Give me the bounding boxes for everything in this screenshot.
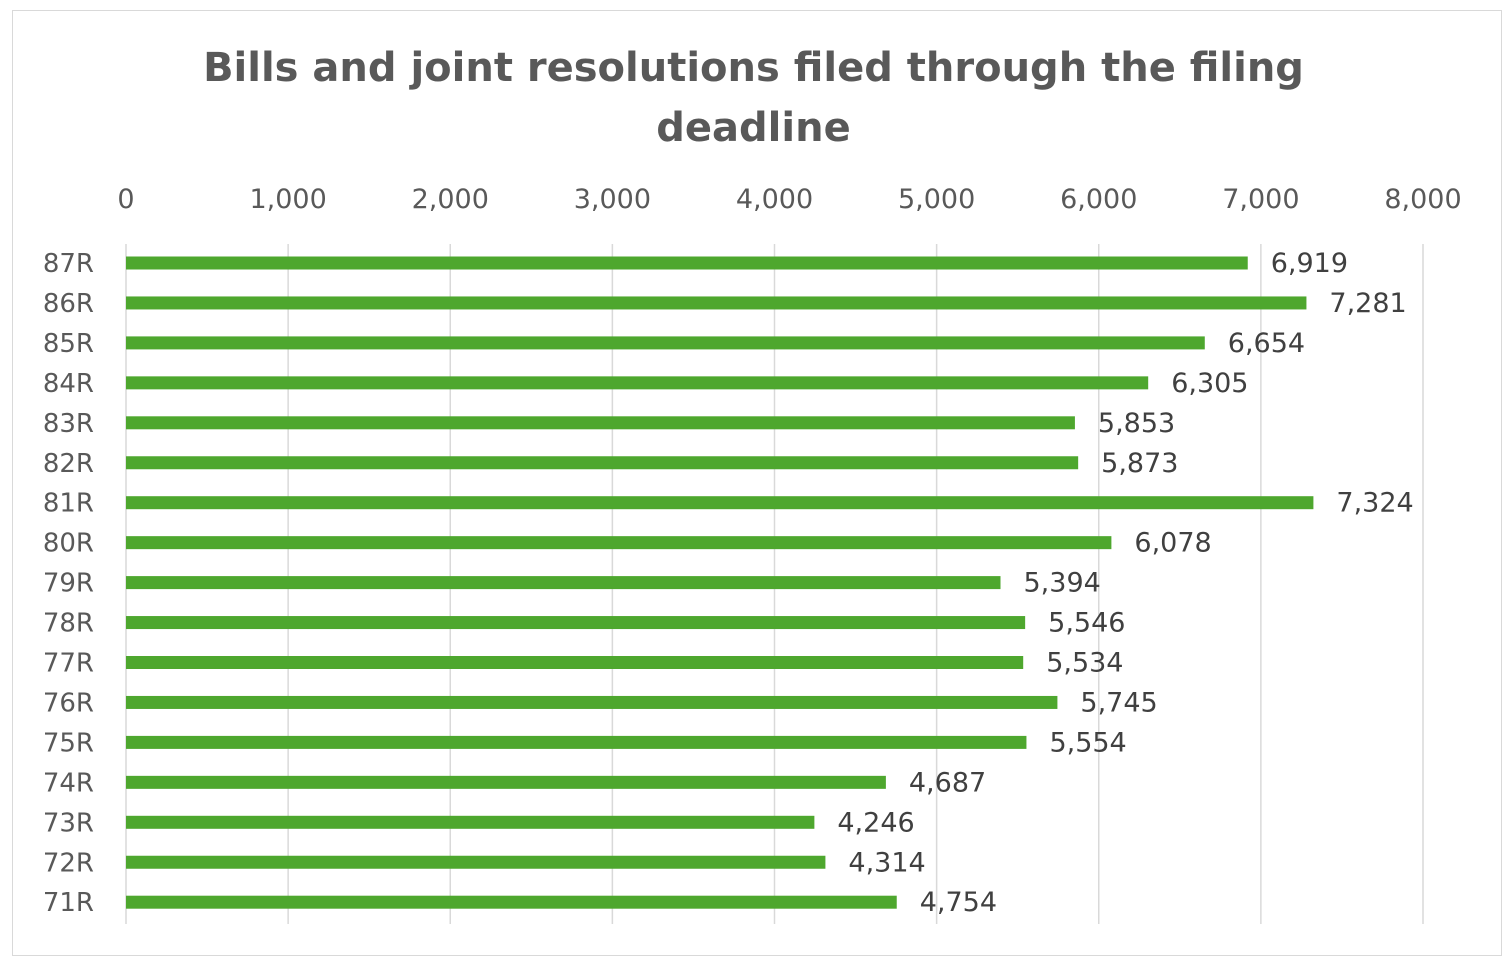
category-label: 78R bbox=[43, 609, 94, 639]
category-label: 76R bbox=[43, 688, 94, 718]
category-label: 87R bbox=[43, 249, 94, 279]
category-label: 79R bbox=[43, 569, 94, 599]
chart-frame bbox=[12, 10, 1502, 956]
data-label: 5,745 bbox=[1080, 687, 1157, 718]
x-tick-label: 3,000 bbox=[574, 184, 651, 215]
x-tick-label: 7,000 bbox=[1222, 184, 1299, 215]
bar bbox=[126, 815, 815, 829]
data-label: 5,853 bbox=[1098, 408, 1175, 439]
category-label: 83R bbox=[43, 409, 94, 439]
x-tick-label: 4,000 bbox=[736, 184, 813, 215]
bar bbox=[126, 895, 897, 909]
bar bbox=[126, 336, 1205, 350]
data-label: 4,687 bbox=[909, 767, 986, 798]
category-label: 84R bbox=[43, 369, 94, 399]
category-label: 82R bbox=[43, 449, 94, 479]
data-label: 5,394 bbox=[1024, 568, 1101, 599]
bar bbox=[126, 695, 1058, 709]
data-label: 6,078 bbox=[1134, 528, 1211, 559]
data-label: 4,754 bbox=[920, 887, 997, 918]
bar bbox=[126, 576, 1001, 590]
bar bbox=[126, 656, 1024, 669]
x-tick-label: 1,000 bbox=[249, 184, 326, 215]
bar bbox=[126, 496, 1314, 510]
data-label: 5,534 bbox=[1046, 648, 1123, 679]
x-tick-label: 6,000 bbox=[1060, 184, 1137, 215]
data-label: 6,654 bbox=[1228, 328, 1305, 359]
data-label: 7,281 bbox=[1329, 288, 1406, 319]
x-tick-label: 2,000 bbox=[412, 184, 489, 215]
x-tick-label: 8,000 bbox=[1384, 184, 1461, 215]
bar bbox=[126, 456, 1079, 470]
data-label: 4,314 bbox=[848, 847, 925, 878]
category-label: 72R bbox=[43, 848, 94, 878]
data-label: 6,305 bbox=[1171, 368, 1248, 399]
category-label: 74R bbox=[43, 768, 94, 798]
category-label: 75R bbox=[43, 728, 94, 758]
data-label: 5,546 bbox=[1048, 608, 1125, 639]
data-label: 5,554 bbox=[1049, 727, 1126, 758]
bar bbox=[126, 616, 1026, 630]
category-label: 86R bbox=[43, 289, 94, 319]
bar bbox=[126, 855, 826, 869]
bar bbox=[126, 376, 1149, 390]
data-label: 7,324 bbox=[1336, 488, 1413, 519]
category-label: 73R bbox=[43, 808, 94, 838]
bar bbox=[126, 256, 1248, 270]
data-label: 4,246 bbox=[837, 807, 914, 838]
data-label: 6,919 bbox=[1271, 248, 1348, 279]
data-label: 5,873 bbox=[1101, 448, 1178, 479]
category-label: 81R bbox=[43, 489, 94, 519]
bar bbox=[126, 775, 886, 789]
bar bbox=[126, 416, 1075, 430]
category-label: 85R bbox=[43, 329, 94, 359]
category-label: 77R bbox=[43, 649, 94, 679]
bar bbox=[126, 536, 1112, 550]
x-tick-label: 0 bbox=[117, 184, 134, 215]
x-tick-label: 5,000 bbox=[898, 184, 975, 215]
bar bbox=[126, 296, 1307, 310]
category-label: 71R bbox=[43, 888, 94, 918]
chart-title: Bills and joint resolutions filed throug… bbox=[203, 45, 1304, 151]
category-label: 80R bbox=[43, 529, 94, 559]
bar bbox=[126, 735, 1027, 749]
